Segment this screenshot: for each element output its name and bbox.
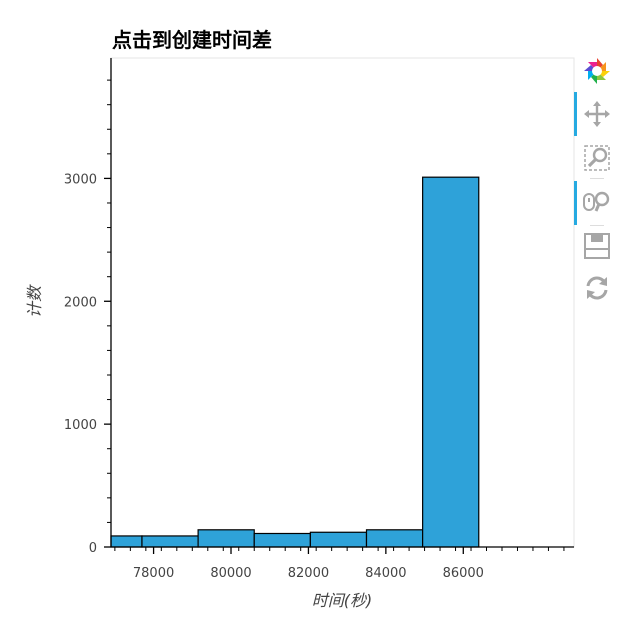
y-tick-label: 3000 bbox=[64, 172, 97, 187]
x-tick-label: 78000 bbox=[133, 566, 174, 581]
histogram-bar-4 bbox=[309, 531, 368, 548]
save-tool[interactable] bbox=[574, 226, 620, 266]
histogram-bar-6 bbox=[422, 176, 480, 548]
x-tick-label: 86000 bbox=[443, 566, 484, 581]
histogram-bar-0 bbox=[110, 535, 143, 548]
histogram-bar-3 bbox=[253, 532, 311, 548]
pan-icon bbox=[584, 101, 610, 127]
plot-toolbar bbox=[574, 52, 620, 310]
histogram-bar-1 bbox=[141, 535, 199, 548]
bokeh-logo-icon bbox=[584, 58, 610, 84]
reset-tool[interactable] bbox=[574, 266, 620, 310]
plot-frame bbox=[110, 57, 575, 548]
y-tick-label: 0 bbox=[89, 541, 97, 556]
x-tick-label: 84000 bbox=[365, 566, 406, 581]
bokeh-logo[interactable] bbox=[574, 52, 620, 90]
y-tick-label: 1000 bbox=[64, 418, 97, 433]
x-axis-title: 时间(秒) bbox=[312, 591, 373, 610]
y-tick-label: 2000 bbox=[64, 295, 97, 310]
pan-tool[interactable] bbox=[574, 90, 620, 138]
reset-icon bbox=[586, 276, 608, 300]
toolbar-separator bbox=[590, 225, 604, 226]
x-tick-label: 82000 bbox=[288, 566, 329, 581]
box-zoom-icon bbox=[584, 145, 610, 171]
bars-layer bbox=[110, 176, 480, 548]
axes-layer: 0 1000 2000 3000 78000 80000 82000 84000 86000 bbox=[64, 58, 574, 581]
wheel-zoom-tool[interactable] bbox=[574, 179, 620, 225]
histogram-bar-5 bbox=[365, 529, 424, 548]
save-icon bbox=[584, 233, 610, 259]
histogram-bar-2 bbox=[197, 529, 255, 548]
wheel-zoom-icon bbox=[583, 191, 610, 212]
y-axis-title: 计数 bbox=[25, 284, 44, 318]
chart-title: 点击到创建时间差 bbox=[112, 28, 272, 52]
x-tick-label: 80000 bbox=[210, 566, 251, 581]
toolbar-separator bbox=[590, 178, 604, 179]
box-zoom-tool[interactable] bbox=[574, 138, 620, 178]
